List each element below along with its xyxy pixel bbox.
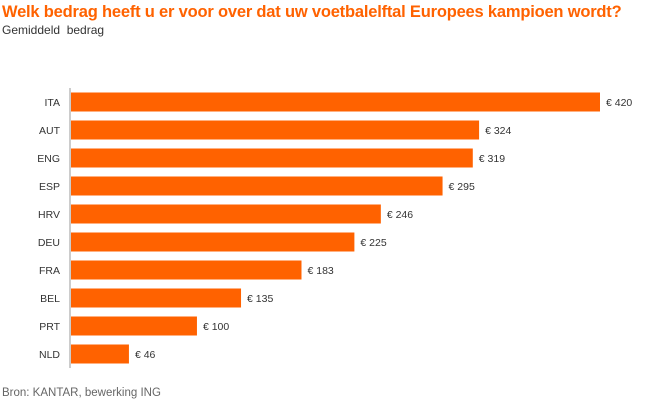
chart-title: Welk bedrag heeft u er voor over dat uw …: [2, 3, 622, 21]
value-label: € 246: [387, 209, 413, 221]
bar: [71, 232, 355, 252]
value-label: € 46: [135, 349, 156, 361]
bar: [71, 92, 600, 112]
category-label: BEL: [40, 293, 60, 305]
bar: [71, 316, 197, 336]
value-label: € 225: [360, 237, 386, 249]
source-note: Bron: KANTAR, bewerking ING: [2, 387, 161, 399]
value-label: € 324: [485, 125, 511, 137]
value-label: € 135: [247, 293, 273, 305]
value-label: € 295: [449, 181, 475, 193]
bar: [71, 288, 242, 308]
bar: [71, 260, 302, 280]
bar: [71, 176, 443, 196]
category-label: ITA: [44, 97, 60, 109]
bar: [71, 204, 381, 224]
category-label: HRV: [38, 209, 60, 221]
bar: [71, 344, 129, 364]
category-label: ESP: [39, 181, 60, 193]
value-label: € 100: [203, 321, 229, 333]
category-label: DEU: [38, 237, 60, 249]
category-label: PRT: [39, 321, 60, 333]
category-label: ENG: [37, 153, 60, 165]
value-label: € 183: [307, 265, 333, 277]
value-label: € 319: [479, 153, 505, 165]
category-label: FRA: [39, 265, 60, 277]
bar: [71, 148, 473, 168]
bar: [71, 120, 480, 140]
category-label: NLD: [39, 349, 60, 361]
category-label: AUT: [39, 125, 61, 137]
value-label: € 420: [606, 97, 632, 109]
chart-subtitle: Gemiddeld bedrag: [2, 23, 105, 37]
